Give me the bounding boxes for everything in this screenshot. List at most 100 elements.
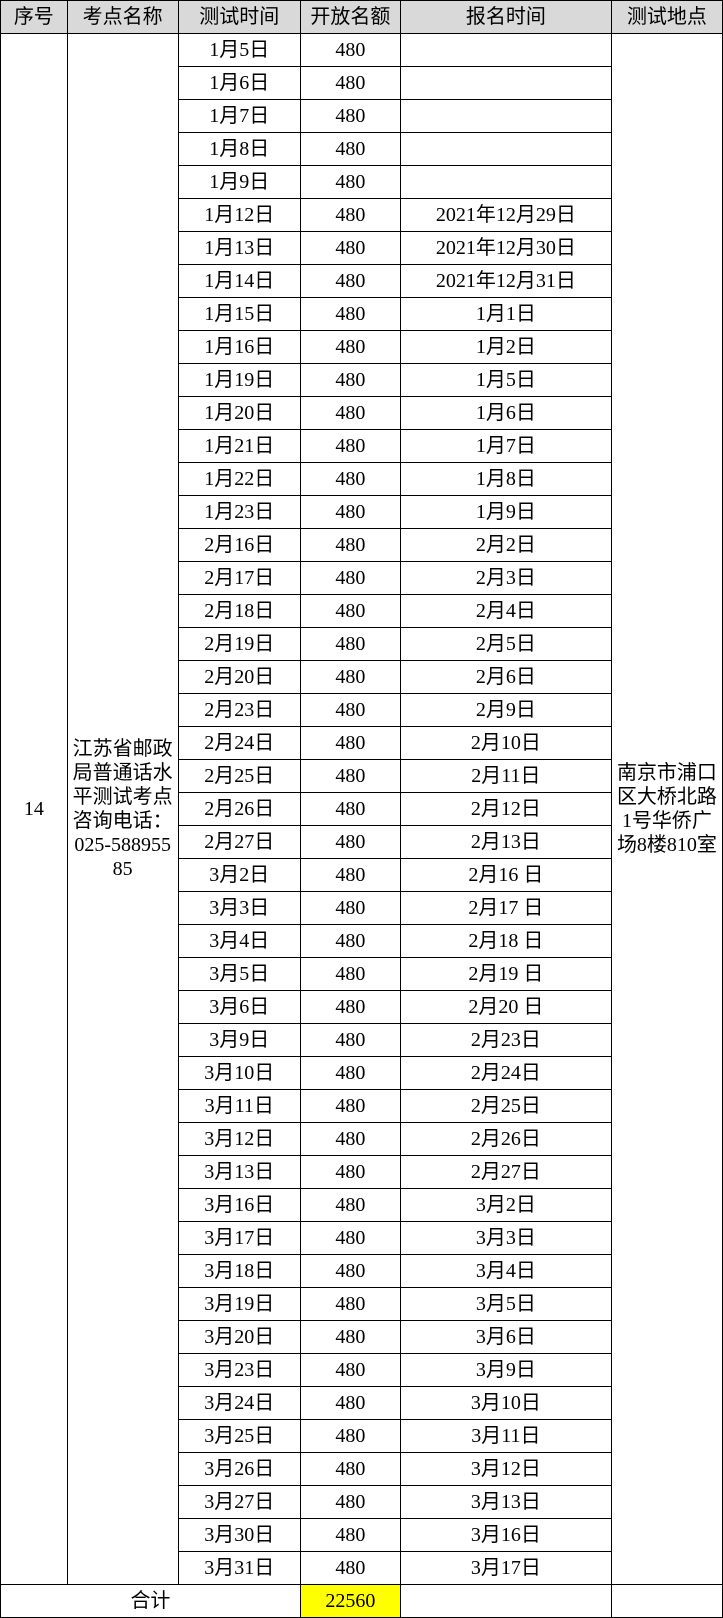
cell-test-time: 3月5日	[178, 958, 300, 991]
cell-quota: 480	[300, 496, 400, 529]
cell-test-time: 1月13日	[178, 232, 300, 265]
cell-test-time: 2月24日	[178, 727, 300, 760]
cell-blank	[611, 1585, 722, 1618]
cell-quota: 480	[300, 1354, 400, 1387]
table-row: 14江苏省邮政局普通话水平测试考点咨询电话：025-588955851月5日48…	[1, 34, 723, 67]
cell-reg-time: 2月20 日	[400, 991, 611, 1024]
cell-quota: 480	[300, 1420, 400, 1453]
cell-reg-time: 3月6日	[400, 1321, 611, 1354]
cell-quota: 480	[300, 232, 400, 265]
header-quota: 开放名额	[300, 1, 400, 34]
cell-reg-time: 3月4日	[400, 1255, 611, 1288]
cell-reg-time: 1月6日	[400, 397, 611, 430]
cell-test-time: 1月16日	[178, 331, 300, 364]
cell-test-time: 1月23日	[178, 496, 300, 529]
cell-test-time: 1月21日	[178, 430, 300, 463]
cell-test-time: 2月20日	[178, 661, 300, 694]
cell-test-time: 3月9日	[178, 1024, 300, 1057]
cell-test-time: 3月26日	[178, 1453, 300, 1486]
header-reg-time: 报名时间	[400, 1, 611, 34]
cell-quota: 480	[300, 1057, 400, 1090]
cell-reg-time: 2月27日	[400, 1156, 611, 1189]
cell-quota: 480	[300, 1189, 400, 1222]
cell-quota: 480	[300, 1519, 400, 1552]
cell-quota: 480	[300, 298, 400, 331]
cell-test-time: 1月20日	[178, 397, 300, 430]
cell-quota: 480	[300, 166, 400, 199]
cell-quota: 480	[300, 133, 400, 166]
cell-test-time: 1月14日	[178, 265, 300, 298]
cell-quota: 480	[300, 859, 400, 892]
cell-reg-time: 1月9日	[400, 496, 611, 529]
cell-test-time: 1月5日	[178, 34, 300, 67]
cell-test-time: 1月12日	[178, 199, 300, 232]
table-body: 14江苏省邮政局普通话水平测试考点咨询电话：025-588955851月5日48…	[1, 34, 723, 1618]
header-test-time: 测试时间	[178, 1, 300, 34]
cell-quota: 480	[300, 1024, 400, 1057]
cell-test-time: 1月15日	[178, 298, 300, 331]
exam-schedule-table: 序号 考点名称 测试时间 开放名额 报名时间 测试地点 14江苏省邮政局普通话水…	[0, 0, 723, 1618]
cell-reg-time: 2月10日	[400, 727, 611, 760]
cell-quota: 480	[300, 1288, 400, 1321]
cell-test-time: 1月8日	[178, 133, 300, 166]
cell-quota: 480	[300, 67, 400, 100]
cell-quota: 480	[300, 727, 400, 760]
cell-quota: 480	[300, 892, 400, 925]
cell-quota: 480	[300, 925, 400, 958]
cell-reg-time: 3月3日	[400, 1222, 611, 1255]
cell-test-time: 1月22日	[178, 463, 300, 496]
cell-test-time: 3月4日	[178, 925, 300, 958]
cell-reg-time: 1月1日	[400, 298, 611, 331]
cell-reg-time: 2月11日	[400, 760, 611, 793]
cell-reg-time: 3月11日	[400, 1420, 611, 1453]
cell-quota: 480	[300, 595, 400, 628]
cell-reg-time: 2月12日	[400, 793, 611, 826]
cell-reg-time: 1月8日	[400, 463, 611, 496]
cell-reg-time: 2月16 日	[400, 859, 611, 892]
cell-reg-time: 3月2日	[400, 1189, 611, 1222]
cell-quota: 480	[300, 1222, 400, 1255]
cell-reg-time: 2月2日	[400, 529, 611, 562]
cell-test-time: 3月10日	[178, 1057, 300, 1090]
cell-test-time: 3月12日	[178, 1123, 300, 1156]
cell-reg-time: 2月6日	[400, 661, 611, 694]
cell-test-time: 3月6日	[178, 991, 300, 1024]
cell-quota: 480	[300, 1486, 400, 1519]
table-header-row: 序号 考点名称 测试时间 开放名额 报名时间 测试地点	[1, 1, 723, 34]
cell-quota: 480	[300, 958, 400, 991]
cell-reg-time: 1月2日	[400, 331, 611, 364]
cell-reg-time: 1月5日	[400, 364, 611, 397]
cell-reg-time: 2021年12月30日	[400, 232, 611, 265]
cell-test-time: 2月27日	[178, 826, 300, 859]
cell-reg-time: 2021年12月31日	[400, 265, 611, 298]
cell-quota: 480	[300, 1090, 400, 1123]
cell-quota: 480	[300, 826, 400, 859]
cell-test-time: 1月7日	[178, 100, 300, 133]
cell-quota: 480	[300, 991, 400, 1024]
cell-quota: 480	[300, 1123, 400, 1156]
cell-quota: 480	[300, 1453, 400, 1486]
cell-reg-time: 3月16日	[400, 1519, 611, 1552]
cell-quota: 480	[300, 100, 400, 133]
cell-reg-time: 2月4日	[400, 595, 611, 628]
cell-reg-time: 3月13日	[400, 1486, 611, 1519]
cell-test-time: 2月19日	[178, 628, 300, 661]
cell-quota: 480	[300, 1387, 400, 1420]
cell-quota: 480	[300, 265, 400, 298]
cell-quota: 480	[300, 760, 400, 793]
cell-test-time: 3月18日	[178, 1255, 300, 1288]
cell-test-time: 3月30日	[178, 1519, 300, 1552]
cell-reg-time: 3月9日	[400, 1354, 611, 1387]
cell-reg-time: 2月17 日	[400, 892, 611, 925]
cell-reg-time: 2月19 日	[400, 958, 611, 991]
cell-test-time: 3月27日	[178, 1486, 300, 1519]
cell-test-time: 2月16日	[178, 529, 300, 562]
cell-reg-time: 3月17日	[400, 1552, 611, 1585]
cell-reg-time: 2月5日	[400, 628, 611, 661]
cell-quota: 480	[300, 463, 400, 496]
cell-total-value: 22560	[300, 1585, 400, 1618]
cell-quota: 480	[300, 562, 400, 595]
cell-test-time: 2月26日	[178, 793, 300, 826]
cell-reg-time	[400, 34, 611, 67]
cell-quota: 480	[300, 793, 400, 826]
